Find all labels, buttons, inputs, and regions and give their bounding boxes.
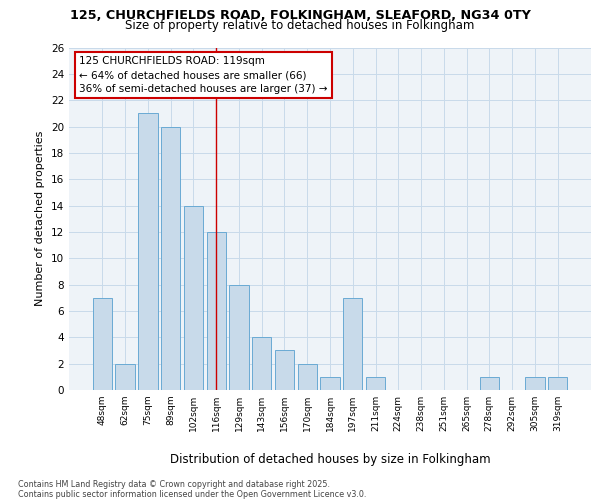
Bar — [206, 232, 226, 390]
Text: Contains HM Land Registry data © Crown copyright and database right 2025.
Contai: Contains HM Land Registry data © Crown c… — [18, 480, 367, 499]
Bar — [479, 377, 499, 390]
Bar — [93, 298, 112, 390]
Y-axis label: Number of detached properties: Number of detached properties — [35, 131, 46, 306]
Text: 125 CHURCHFIELDS ROAD: 119sqm
← 64% of detached houses are smaller (66)
36% of s: 125 CHURCHFIELDS ROAD: 119sqm ← 64% of d… — [79, 56, 328, 94]
Bar — [161, 126, 181, 390]
Bar — [115, 364, 135, 390]
Bar — [525, 377, 545, 390]
Bar — [275, 350, 294, 390]
Bar — [548, 377, 567, 390]
Bar — [366, 377, 385, 390]
Bar — [343, 298, 362, 390]
Text: Size of property relative to detached houses in Folkingham: Size of property relative to detached ho… — [125, 19, 475, 32]
Text: 125, CHURCHFIELDS ROAD, FOLKINGHAM, SLEAFORD, NG34 0TY: 125, CHURCHFIELDS ROAD, FOLKINGHAM, SLEA… — [70, 9, 530, 22]
Bar — [229, 284, 248, 390]
Bar — [252, 338, 271, 390]
Bar — [184, 206, 203, 390]
Bar — [298, 364, 317, 390]
Bar — [320, 377, 340, 390]
Bar — [138, 114, 158, 390]
Text: Distribution of detached houses by size in Folkingham: Distribution of detached houses by size … — [170, 453, 490, 466]
